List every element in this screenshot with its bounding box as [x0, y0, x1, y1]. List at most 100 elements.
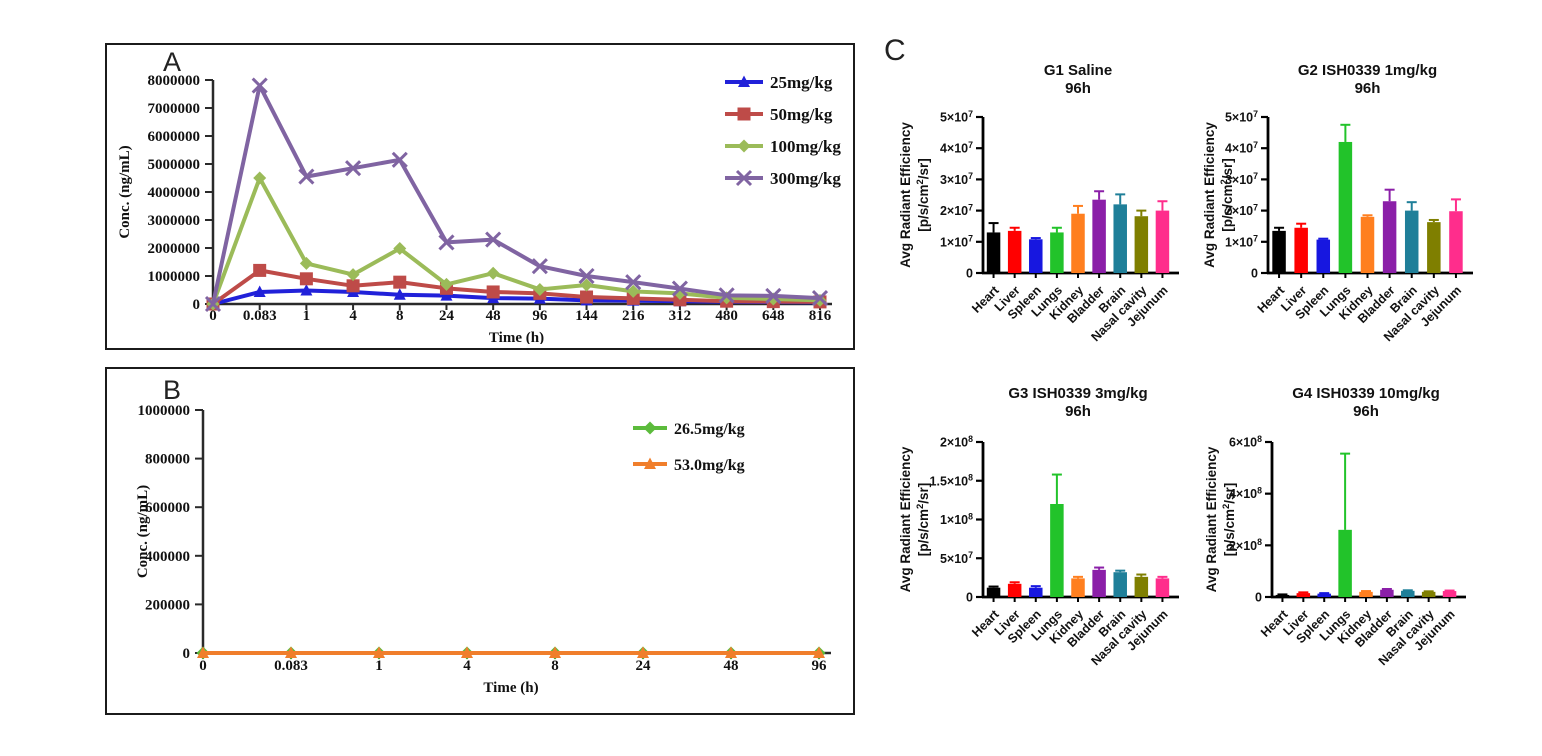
svg-text:26.5mg/kg: 26.5mg/kg [674, 421, 745, 438]
svg-text:300mg/kg: 300mg/kg [770, 169, 841, 188]
pk-low-dose-line-chart: 0 200000 400000 600000 800000 1000000 0 0.083 1 4… [135, 403, 831, 696]
svg-text:0: 0 [183, 646, 191, 662]
svg-text:144: 144 [575, 308, 598, 324]
svg-text:Conc. (ng/mL): Conc. (ng/mL) [117, 145, 133, 238]
legend-item-53.0mg/kg: 53.0mg/kg [633, 457, 745, 474]
svg-text:0: 0 [1251, 267, 1258, 281]
panel-a-box: A 0 1000000 2000000 3000000 4000000 5000000 60… [105, 43, 855, 350]
svg-text:24: 24 [439, 308, 455, 324]
svg-text:2×108: 2×108 [940, 434, 973, 450]
panel-b-label: B [163, 375, 182, 405]
legend-item-300mg/kg: 300mg/kg [725, 169, 841, 188]
svg-text:1: 1 [303, 308, 311, 324]
svg-text:600000: 600000 [145, 500, 190, 516]
svg-text:[p/s/cm2/sr]: [p/s/cm2/sr] [915, 483, 931, 557]
svg-text:3000000: 3000000 [148, 213, 201, 229]
svg-text:96: 96 [532, 308, 548, 324]
svg-text:0: 0 [966, 267, 973, 281]
svg-text:Avg Radiant Efficiency: Avg Radiant Efficiency [898, 446, 913, 592]
svg-text:0.083: 0.083 [274, 658, 308, 674]
svg-text:1×107: 1×107 [940, 234, 973, 250]
legend: 26.5mg/kg 53.0mg/kg [633, 421, 745, 474]
legend-item-100mg/kg: 100mg/kg [725, 137, 841, 156]
svg-text:400000: 400000 [145, 549, 190, 565]
svg-text:Time (h): Time (h) [489, 330, 544, 344]
svg-text:4: 4 [463, 658, 471, 674]
svg-text:816: 816 [809, 308, 832, 324]
svg-text:5×107: 5×107 [940, 109, 973, 125]
svg-text:648: 648 [762, 308, 785, 324]
svg-text:48: 48 [724, 658, 739, 674]
svg-text:G2 ISH0339 1mg/kg: G2 ISH0339 1mg/kg [1298, 62, 1437, 79]
svg-text:Avg Radiant Efficiency: Avg Radiant Efficiency [1204, 446, 1219, 592]
svg-text:4000000: 4000000 [148, 185, 201, 201]
svg-text:0.083: 0.083 [243, 308, 277, 324]
svg-text:G3 ISH0339 3mg/kg: G3 ISH0339 3mg/kg [1008, 385, 1147, 402]
panel-a-label: A [163, 47, 182, 77]
svg-text:216: 216 [622, 308, 645, 324]
svg-text:8: 8 [396, 308, 404, 324]
svg-text:2×108: 2×108 [1229, 537, 1262, 553]
svg-text:0: 0 [966, 591, 973, 605]
panel-b-box: B 0 200000 400000 600000 800000 1000000 0 0.083… [105, 367, 855, 715]
svg-text:312: 312 [669, 308, 692, 324]
svg-text:6000000: 6000000 [148, 129, 201, 145]
svg-text:25mg/kg: 25mg/kg [770, 73, 833, 92]
svg-text:4×108: 4×108 [1229, 485, 1262, 501]
svg-text:1×108: 1×108 [940, 511, 973, 527]
svg-text:0: 0 [209, 308, 217, 324]
legend-item-25mg/kg: 25mg/kg [725, 73, 833, 92]
svg-text:Conc. (ng/mL): Conc. (ng/mL) [135, 485, 151, 578]
legend: 25mg/kg 50mg/kg 100mg/kg 300mg/kg [725, 73, 841, 188]
svg-text:5×107: 5×107 [1225, 109, 1258, 125]
svg-text:[p/s/cm2/sr]: [p/s/cm2/sr] [1221, 483, 1237, 557]
svg-text:8000000: 8000000 [148, 73, 201, 89]
svg-text:96: 96 [812, 658, 828, 674]
svg-text:4: 4 [349, 308, 357, 324]
svg-text:480: 480 [715, 308, 738, 324]
svg-text:96h: 96h [1065, 403, 1091, 420]
svg-text:48: 48 [486, 308, 501, 324]
svg-text:96h: 96h [1353, 403, 1379, 420]
svg-text:50mg/kg: 50mg/kg [770, 105, 833, 124]
svg-text:800000: 800000 [145, 452, 190, 468]
svg-text:G4 ISH0339 10mg/kg: G4 ISH0339 10mg/kg [1292, 385, 1440, 402]
bar-Bladder: Bladder [1064, 566, 1107, 650]
svg-text:Avg Radiant Efficiency: Avg Radiant Efficiency [1202, 122, 1217, 268]
svg-text:3×107: 3×107 [1225, 171, 1258, 187]
svg-text:[p/s/cm2/sr]: [p/s/cm2/sr] [915, 158, 931, 232]
svg-text:2000000: 2000000 [148, 241, 201, 257]
svg-text:2×107: 2×107 [940, 202, 973, 218]
svg-text:96h: 96h [1065, 80, 1091, 97]
legend-item-50mg/kg: 50mg/kg [725, 105, 833, 124]
series-300mg/kg [204, 77, 829, 313]
svg-text:0: 0 [1255, 591, 1262, 605]
svg-text:2×107: 2×107 [1225, 202, 1258, 218]
svg-text:1000000: 1000000 [138, 403, 191, 419]
svg-text:0: 0 [193, 297, 201, 313]
svg-text:0: 0 [199, 658, 207, 674]
svg-text:7000000: 7000000 [148, 101, 201, 117]
pk-multi-dose-line-chart: 0 1000000 2000000 3000000 4000000 5000000 6000… [117, 73, 841, 344]
svg-text:Avg Radiant Efficiency: Avg Radiant Efficiency [898, 122, 913, 268]
svg-text:8: 8 [551, 658, 559, 674]
svg-text:4×107: 4×107 [1225, 140, 1258, 156]
svg-text:1.5×108: 1.5×108 [930, 473, 974, 489]
svg-text:200000: 200000 [145, 597, 190, 613]
svg-text:96h: 96h [1355, 80, 1381, 97]
svg-text:5000000: 5000000 [148, 157, 201, 173]
biodistribution-bar-chart-g4: G4 ISH0339 10mg/kg96h02×1084×1086×108Hea… [1204, 385, 1466, 668]
legend-item-26.5mg/kg: 26.5mg/kg [633, 421, 745, 438]
svg-text:1×107: 1×107 [1225, 234, 1258, 250]
svg-text:100mg/kg: 100mg/kg [770, 137, 841, 156]
series-53.0mg/kg [197, 646, 825, 658]
svg-text:1000000: 1000000 [148, 269, 201, 285]
svg-text:6×108: 6×108 [1229, 434, 1262, 450]
svg-text:1: 1 [375, 658, 383, 674]
svg-text:5×107: 5×107 [940, 550, 973, 566]
svg-text:Time (h): Time (h) [483, 680, 538, 696]
svg-text:[p/s/cm2/sr]: [p/s/cm2/sr] [1219, 158, 1235, 232]
svg-text:53.0mg/kg: 53.0mg/kg [674, 457, 745, 474]
